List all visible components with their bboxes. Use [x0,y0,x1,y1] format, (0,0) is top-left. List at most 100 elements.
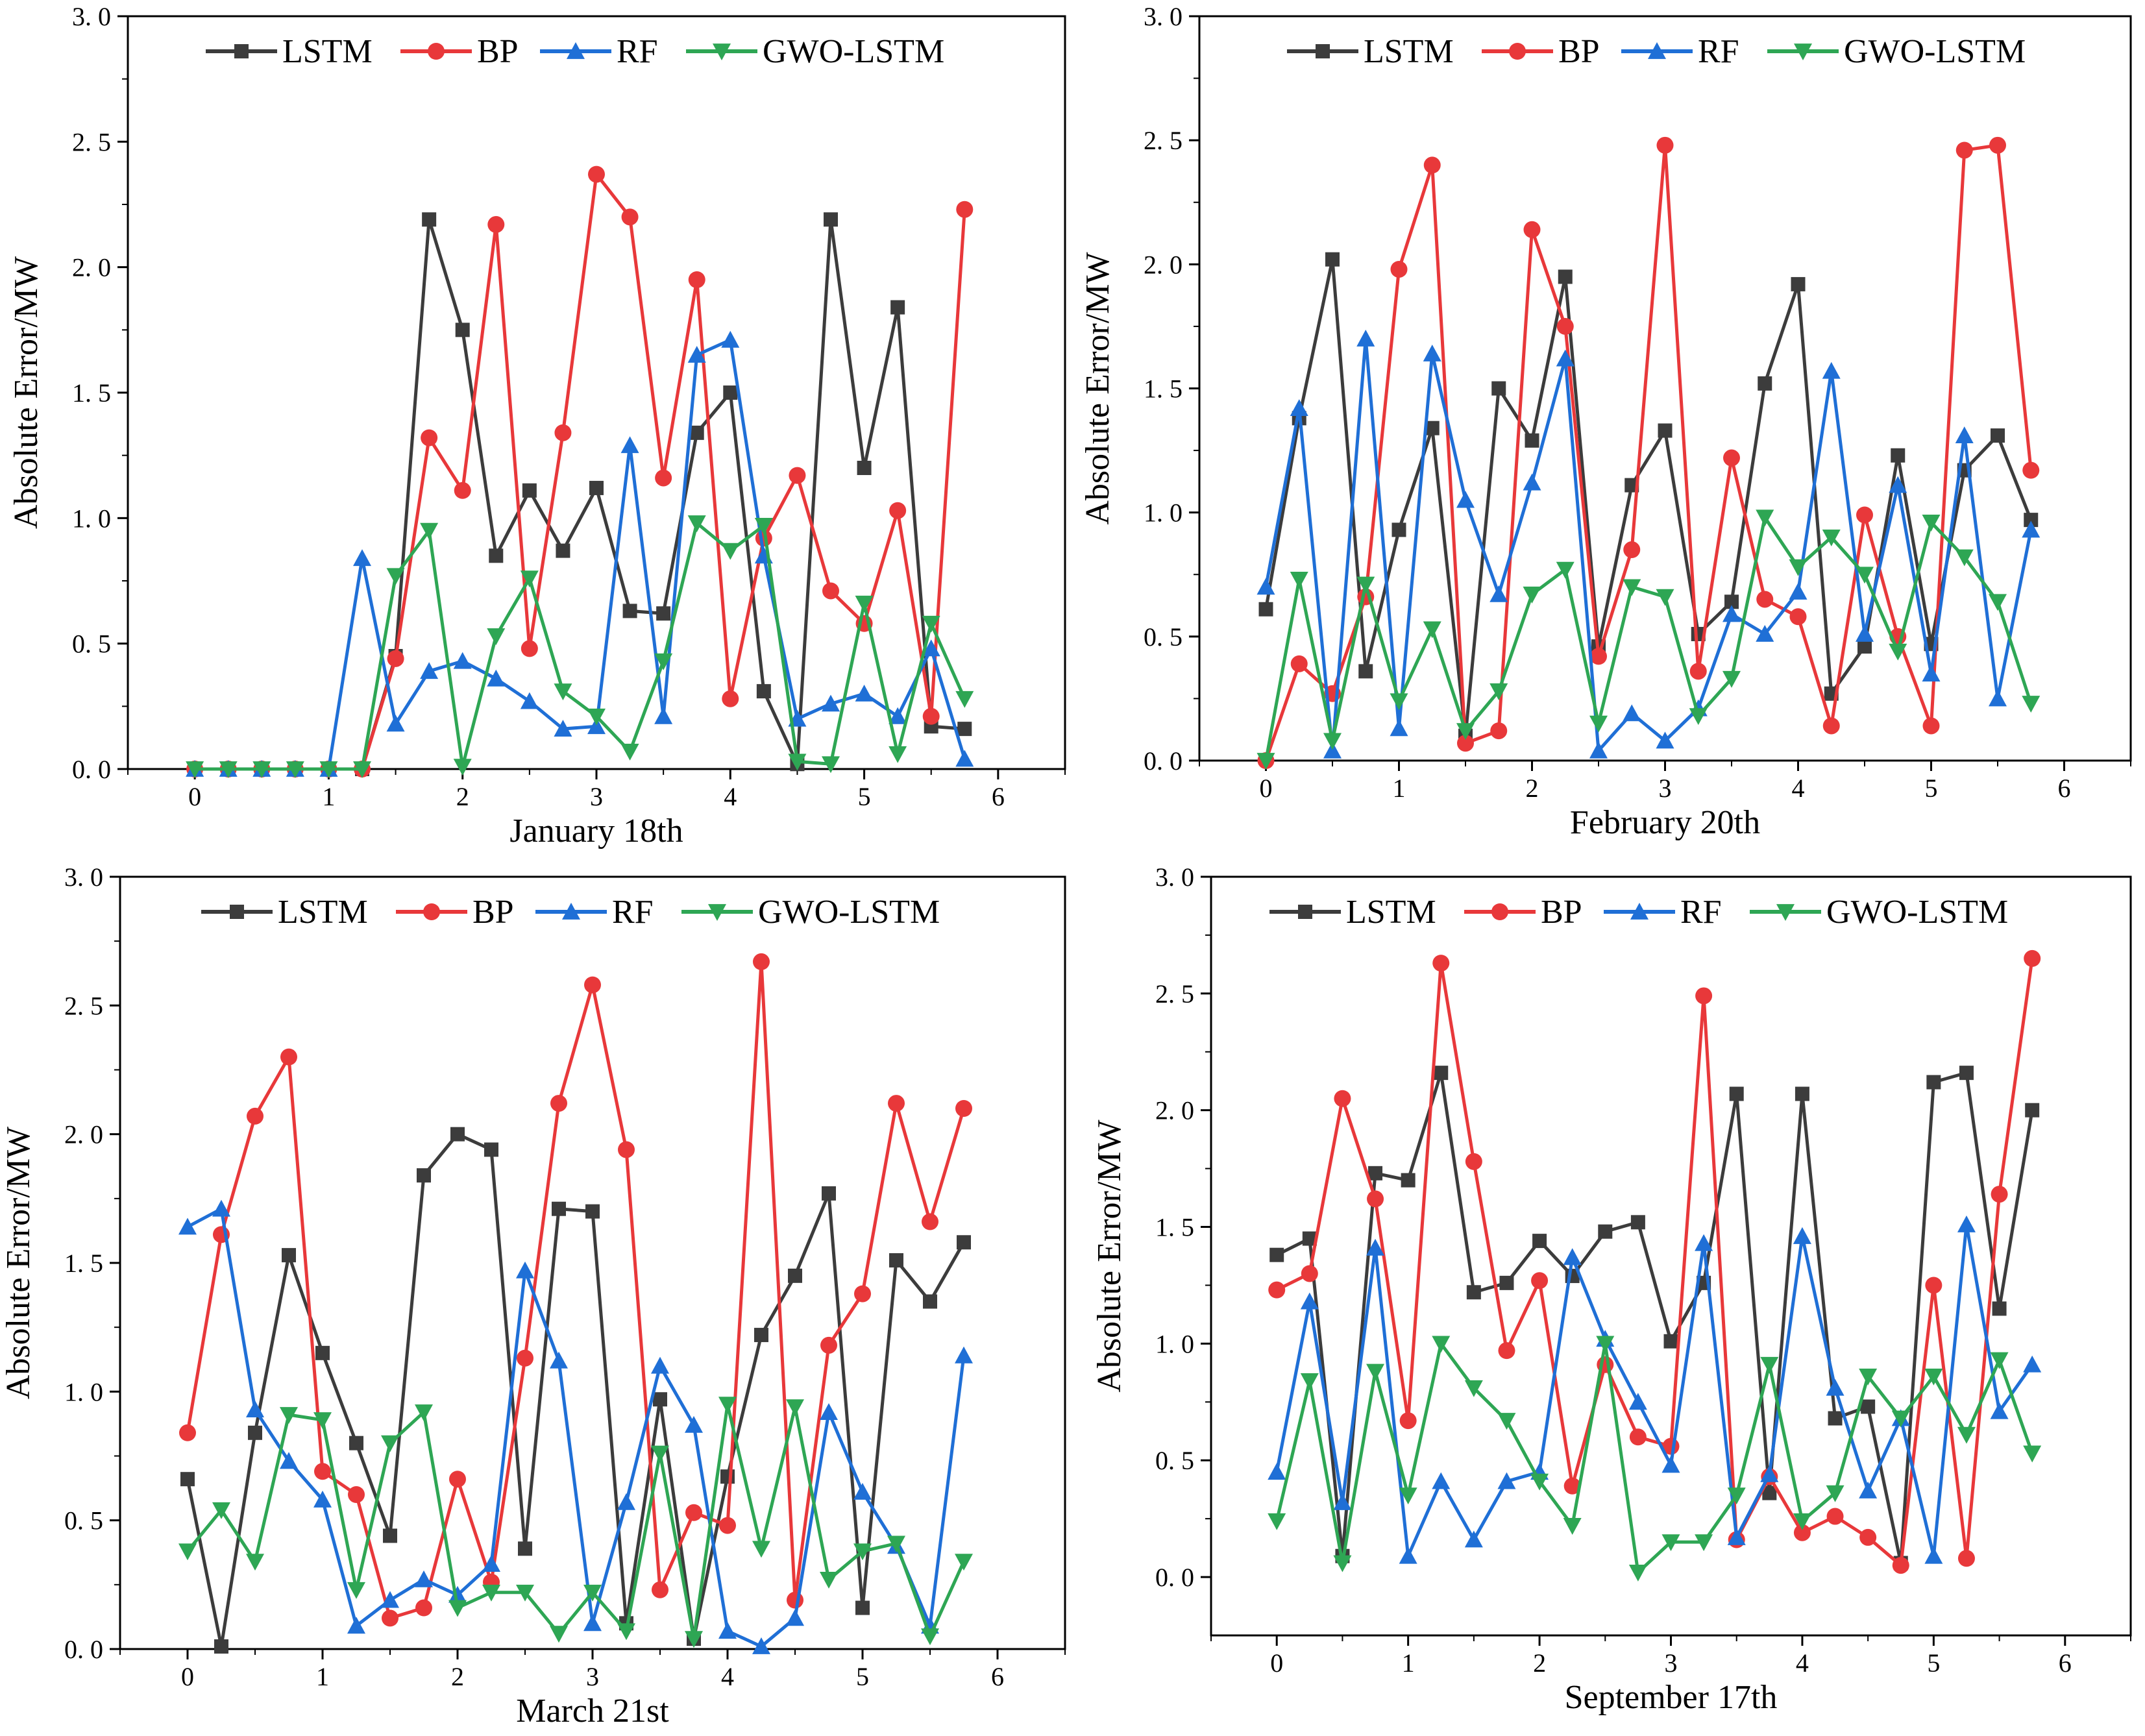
data-point [1589,715,1608,733]
data-point [1523,221,1541,238]
legend-marker [1316,44,1330,58]
data-point [854,1285,871,1302]
data-point [955,1554,973,1571]
data-point [455,323,470,337]
data-point [1789,608,1807,626]
data-point [1366,1238,1385,1256]
data-point [956,201,974,218]
series-line [1264,515,2033,761]
series-line [186,960,966,1620]
y-tick-label: 1. 0 [72,504,111,533]
data-point [1596,1336,1615,1353]
data-point [487,215,505,233]
legend-label: BP [472,894,514,931]
legend-label: GWO-LSTM [1844,33,2026,70]
data-point [417,1168,431,1183]
data-point [1661,1456,1680,1473]
data-point [556,543,570,558]
data-point [652,1581,668,1598]
data-point [554,683,572,701]
data-point [656,606,671,621]
data-point [1989,594,2007,611]
data-point [1300,1292,1319,1310]
data-point [1301,1265,1318,1282]
data-point [246,1400,264,1417]
data-point [651,1356,669,1374]
data-point [315,1345,330,1360]
data-point [820,1336,837,1354]
data-point [921,1628,939,1646]
data-point [382,1609,398,1627]
data-point [1302,1231,1317,1246]
data-point [887,1535,905,1553]
data-point [1990,1352,2009,1369]
data-point [685,1415,703,1433]
data-point [589,480,604,495]
data-point [214,1639,228,1654]
data-point [1661,1534,1680,1552]
data-point [1366,1363,1385,1381]
y-tick-label: 3. 0 [64,862,103,892]
y-tick-label: 0. 0 [64,1635,103,1664]
y-tick-label: 1. 5 [72,378,111,408]
data-point [888,1095,905,1112]
data-point [1760,1465,1779,1482]
data-point [655,469,672,487]
data-point [1563,1518,1582,1535]
data-point [521,640,538,657]
x-tick-label: 4 [1796,1648,1809,1678]
x-tick-label: 6 [992,782,1005,811]
x-tick-label: 5 [858,782,871,811]
x-tick-label: 2 [1533,1648,1546,1678]
data-point [1822,361,1841,379]
data-point [787,1591,803,1609]
data-point [721,543,740,560]
legend-label: BP [477,33,519,70]
data-point [453,759,472,776]
legend-label: LSTM [282,33,373,70]
data-point [1432,1472,1451,1489]
data-point [889,746,907,763]
x-tick-label: 4 [1792,774,1805,803]
data-point [1490,722,1508,740]
data-point [180,1472,195,1487]
x-tick-label: 5 [1925,774,1938,803]
data-point [822,1186,836,1201]
series-lstm [180,1127,971,1654]
series-rf [178,1199,973,1654]
y-tick-label: 2. 5 [1155,979,1194,1009]
data-point [1989,689,2007,707]
data-point [1525,433,1539,448]
data-point [1390,693,1408,711]
data-point [889,707,907,724]
x-tick-label: 5 [856,1662,869,1691]
data-point [1390,719,1408,737]
data-point [1760,1356,1779,1374]
y-tick-label: 2. 5 [1144,126,1183,155]
legend: LSTM BP RF GWO-LSTM [201,894,940,931]
data-point [1656,731,1674,749]
data-point [1399,1487,1417,1505]
data-point [820,1572,838,1589]
series-lstm [1269,1066,2040,1571]
data-point [1955,426,1974,444]
series-line [1264,143,2033,761]
data-point [1432,955,1450,972]
data-point [487,669,506,687]
legend-label: GWO-LSTM [1826,894,2008,931]
data-point [1356,576,1375,594]
data-point [1425,421,1440,435]
y-tick-label: 0. 5 [1155,1446,1194,1475]
y-tick-label: 2. 0 [64,1120,103,1149]
data-point [248,1425,262,1440]
x-tick-label: 3 [590,782,603,811]
y-tick-label: 1. 5 [1155,1213,1194,1242]
data-point [1556,561,1575,579]
data-point [1957,1215,1976,1232]
y-tick-label: 0. 0 [1144,746,1183,776]
data-point [1656,136,1674,154]
data-point [788,1268,802,1283]
data-point [1859,1528,1877,1546]
y-tick-label: 3. 0 [1144,2,1183,31]
data-point [922,707,940,725]
